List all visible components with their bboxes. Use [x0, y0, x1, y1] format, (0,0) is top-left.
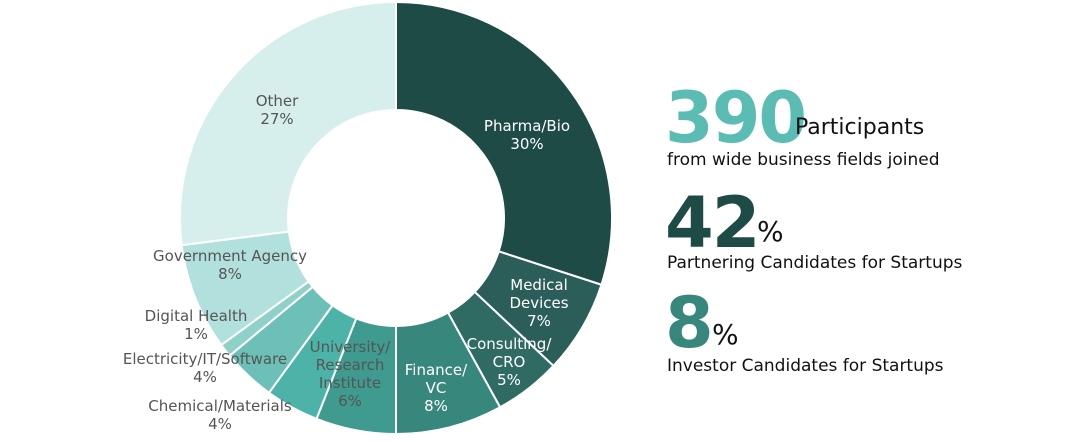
- slice-value: 27%: [260, 110, 294, 128]
- slice-label: Electricity/IT/Software: [122, 350, 288, 368]
- slice-label: Government Agency: [153, 247, 307, 265]
- stat-caption: Partnering Candidates for Startups: [667, 253, 963, 273]
- slice-value: 7%: [527, 312, 551, 330]
- stat-unit: %: [712, 318, 739, 351]
- slice-label: Other: [255, 92, 299, 110]
- slice-value: 8%: [424, 397, 448, 415]
- slice-label: Chemical/Materials: [148, 397, 292, 415]
- slice-value: 4%: [208, 415, 232, 433]
- stat-caption: from wide business fields joined: [667, 150, 940, 170]
- stat-number: 42: [665, 182, 760, 264]
- stat-unit: Participants: [795, 115, 925, 140]
- slice-label: Digital Health: [144, 307, 248, 325]
- slice-value: 5%: [497, 371, 521, 389]
- slice-value: 8%: [218, 265, 242, 283]
- slice-value: 30%: [510, 135, 544, 153]
- stat-caption: Investor Candidates for Startups: [667, 356, 944, 376]
- slice-value: 6%: [338, 392, 362, 410]
- slice-label: Consulting/ CRO: [466, 335, 552, 371]
- stat-number: 8: [665, 282, 714, 364]
- stat-unit: %: [757, 215, 784, 248]
- slice-label: University/ Research Institute: [309, 338, 391, 392]
- slice-value: 1%: [184, 325, 208, 343]
- slice-label: Finance/ VC: [404, 361, 468, 397]
- slice-label: Pharma/Bio: [483, 117, 571, 135]
- slice-label: Medical Devices: [509, 276, 569, 312]
- slice: [179, 0, 397, 247]
- slice-value: 4%: [193, 368, 217, 386]
- slice: [395, 0, 613, 287]
- stat-number: 390: [665, 77, 807, 159]
